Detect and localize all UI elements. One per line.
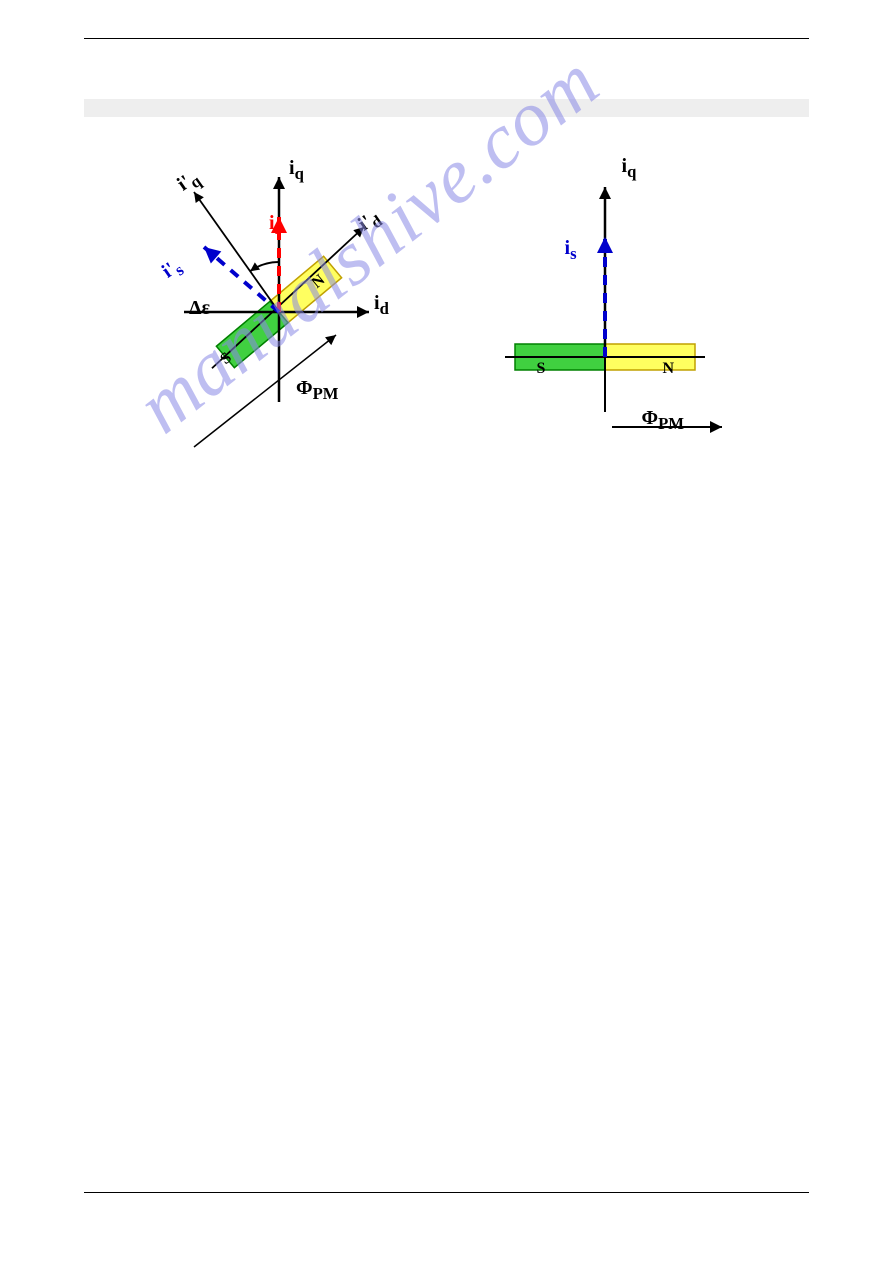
figure-row: iqidisi'qi'di'sΔεΦPMNS iqisΦPMNS: [84, 99, 809, 487]
delta-eps-label: Δε: [189, 297, 210, 320]
left-diagram: iqidisi'qi'di'sΔεΦPMNS: [84, 117, 424, 487]
rule-bottom: [84, 1192, 809, 1193]
right-diagram: iq is ΦPM N S: [447, 117, 787, 487]
magnet-S-label: S: [537, 360, 546, 378]
phi-pm-label: ΦPM: [296, 377, 339, 404]
is-label: is: [269, 212, 281, 239]
phi-pm-label: ΦPM: [642, 407, 685, 434]
id-label: id: [374, 292, 389, 319]
iq-label: iq: [289, 157, 304, 184]
is-label: is: [565, 237, 577, 264]
iq-label: iq: [622, 155, 637, 182]
rule-top: [84, 38, 809, 39]
left-caption-bar: [84, 99, 447, 117]
right-caption-bar: [447, 99, 810, 117]
magnet-N-label: N: [663, 360, 675, 378]
